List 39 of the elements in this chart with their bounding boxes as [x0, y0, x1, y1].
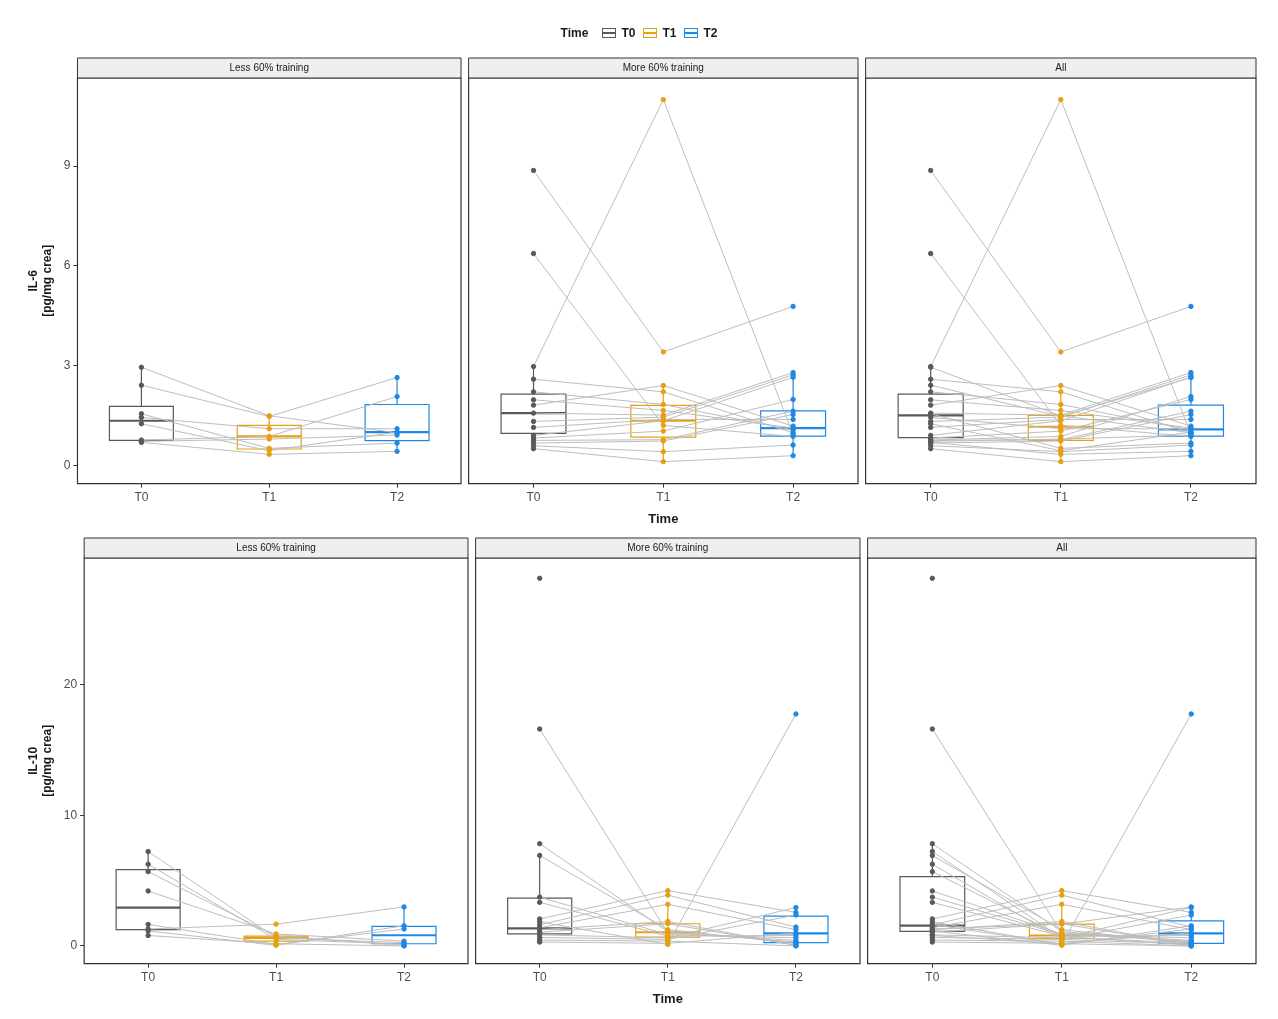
chart-title: More 60% training — [622, 61, 704, 73]
chart-title: Less 60% training — [229, 61, 309, 73]
x-tick-label: T0 — [526, 490, 541, 505]
y-axis-title: IL-6 [pg/mg crea] — [25, 244, 54, 317]
x-tick-label: T2 — [788, 970, 804, 985]
x-axis-title: Time — [648, 511, 679, 527]
x-tick-label: T2 — [1184, 970, 1199, 985]
x-tick-label: T1 — [1054, 970, 1070, 985]
legend-label: T0 — [621, 26, 636, 40]
legend-label: T1 — [662, 26, 677, 40]
chart-title: More 60% training — [627, 541, 709, 553]
y-tick-label: 20 — [63, 677, 78, 692]
x-axis-title: Time — [652, 991, 683, 1007]
y-tick-label: 0 — [70, 938, 78, 953]
y-axis-title: IL-10 [pg/mg crea] — [25, 724, 54, 797]
x-tick-label: T0 — [141, 970, 156, 985]
x-tick-label: T0 — [925, 970, 940, 985]
y-tick-label: 0 — [63, 457, 71, 472]
x-tick-label: T1 — [656, 490, 671, 505]
x-tick-label: T2 — [1183, 490, 1199, 505]
x-tick-label: T2 — [786, 490, 801, 505]
x-tick-label: T0 — [134, 490, 149, 505]
x-tick-label: T2 — [390, 490, 405, 505]
chart-title: All — [1055, 61, 1067, 73]
x-tick-label: T2 — [397, 970, 412, 985]
y-tick-label: 9 — [63, 158, 71, 173]
x-tick-label: T1 — [660, 970, 676, 985]
x-tick-label: T1 — [1053, 490, 1069, 505]
x-tick-label: T0 — [532, 970, 547, 985]
chart-title: Less 60% training — [236, 541, 316, 553]
chart-title: All — [1056, 541, 1068, 553]
x-tick-label: T0 — [923, 490, 938, 505]
y-tick-label: 3 — [63, 357, 71, 372]
x-tick-label: T1 — [262, 490, 277, 505]
y-tick-label: 6 — [63, 258, 71, 273]
legend-title: Time — [560, 26, 589, 40]
y-tick-label: 10 — [63, 807, 78, 822]
x-tick-label: T1 — [269, 970, 284, 985]
legend-label: T2 — [703, 26, 718, 40]
